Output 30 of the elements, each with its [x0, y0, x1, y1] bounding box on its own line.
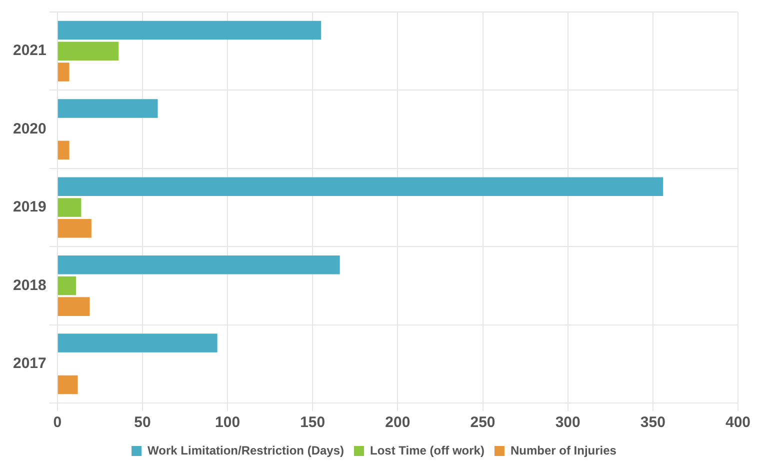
y-tick-label: 2021: [12, 42, 46, 60]
bar: [58, 42, 119, 60]
bar: [58, 198, 82, 217]
bar: [58, 62, 70, 82]
legend-label: Number of Injuries: [510, 443, 617, 458]
legend-label: Work Limitation/Restriction (Days): [148, 443, 344, 458]
bar: [58, 255, 340, 274]
legend-label: Lost Time (off work): [370, 443, 484, 458]
bar: [58, 177, 664, 196]
bar: [58, 297, 90, 316]
bar: [58, 218, 92, 238]
y-tick-label: 2020: [12, 120, 46, 138]
x-tick-label: 400: [725, 414, 751, 432]
x-tick-label: 350: [640, 414, 666, 432]
y-tick-label: 2019: [12, 198, 46, 216]
bar: [58, 140, 70, 160]
y-tick-label: 2018: [12, 276, 46, 294]
bar: [58, 20, 322, 40]
x-tick-label: 200: [385, 414, 410, 432]
x-tick-label: 300: [555, 414, 580, 432]
x-tick-label: 100: [215, 414, 240, 432]
y-tick-label: 2017: [12, 355, 46, 372]
bar: [58, 375, 78, 394]
x-tick-label: 150: [300, 414, 326, 432]
bar: [58, 99, 158, 118]
x-tick-label: 0: [53, 414, 62, 432]
x-tick-label: 250: [470, 414, 496, 432]
x-tick-label: 50: [134, 414, 151, 432]
bar: [58, 334, 218, 352]
bar: [58, 276, 76, 296]
